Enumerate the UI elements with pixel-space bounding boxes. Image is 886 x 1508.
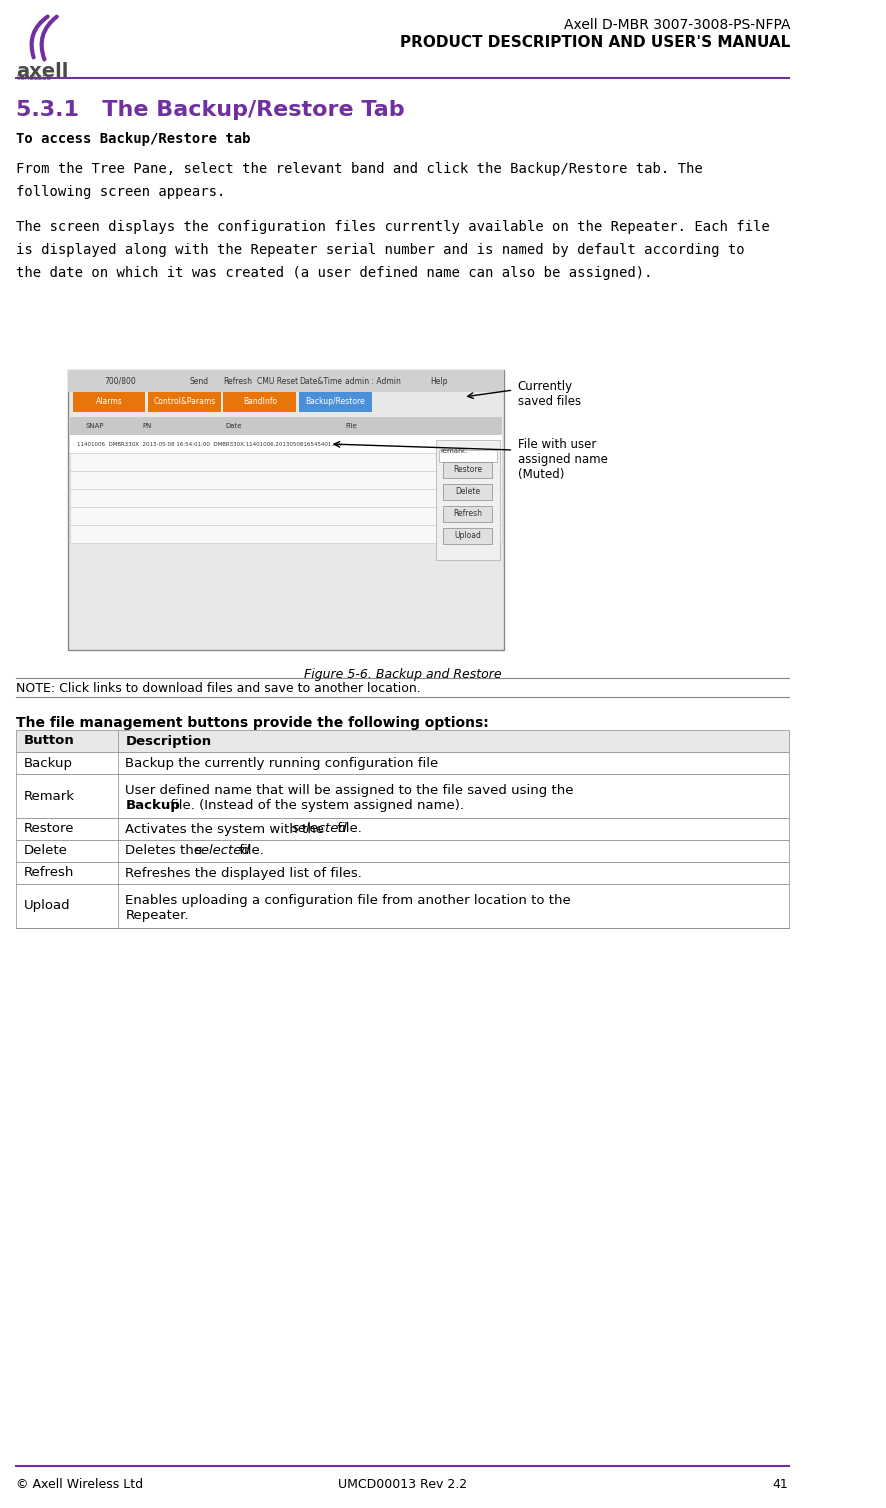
Bar — [70, 470, 502, 489]
Text: 41: 41 — [773, 1478, 789, 1491]
Text: BandInfo: BandInfo — [243, 398, 277, 407]
Bar — [16, 863, 789, 884]
Text: To access Backup/Restore tab: To access Backup/Restore tab — [16, 133, 251, 146]
Text: 11401006  DMBR330X  2013-05-08 16:54:01:00  DMBR330X.11401006.2013050816545401.c: 11401006 DMBR330X 2013-05-08 16:54:01:00… — [77, 442, 343, 446]
Text: WIRELESS: WIRELESS — [16, 75, 51, 81]
Text: Upload: Upload — [24, 899, 70, 912]
Text: Remark: Remark — [24, 790, 74, 802]
Bar — [443, 484, 493, 501]
Text: 5.3.1   The Backup/Restore Tab: 5.3.1 The Backup/Restore Tab — [16, 100, 405, 121]
Text: file. (Instead of the system assigned name).: file. (Instead of the system assigned na… — [167, 799, 464, 811]
Bar — [68, 369, 504, 392]
Text: Control&Params: Control&Params — [153, 398, 215, 407]
Text: Backup: Backup — [126, 799, 180, 811]
Bar — [73, 392, 145, 412]
Text: Axell D-MBR 3007-3008-PS-NFPA: Axell D-MBR 3007-3008-PS-NFPA — [563, 18, 790, 32]
Text: Backup: Backup — [24, 757, 73, 769]
Bar — [70, 452, 502, 470]
Text: PRODUCT DESCRIPTION AND USER'S MANUAL: PRODUCT DESCRIPTION AND USER'S MANUAL — [400, 35, 790, 50]
Bar — [299, 392, 371, 412]
Text: SNAP: SNAP — [85, 424, 104, 428]
Text: Alarms: Alarms — [96, 398, 122, 407]
Text: Repeater.: Repeater. — [126, 909, 189, 921]
Bar — [70, 418, 502, 434]
Text: From the Tree Pane, select the relevant band and click the Backup/Restore tab. T: From the Tree Pane, select the relevant … — [16, 161, 703, 199]
Text: Send: Send — [190, 377, 208, 386]
Text: Date: Date — [226, 424, 242, 428]
Text: PN: PN — [142, 424, 152, 428]
Bar — [16, 884, 789, 927]
Bar — [70, 507, 502, 525]
Bar — [68, 369, 504, 650]
Text: File: File — [346, 424, 357, 428]
Bar — [443, 528, 493, 544]
Text: Date&Time: Date&Time — [299, 377, 343, 386]
Text: axell: axell — [16, 62, 69, 81]
Text: The screen displays the configuration files currently available on the Repeater.: The screen displays the configuration fi… — [16, 220, 770, 279]
Bar — [16, 817, 789, 840]
Text: © Axell Wireless Ltd: © Axell Wireless Ltd — [16, 1478, 144, 1491]
Bar — [70, 434, 502, 452]
Bar — [439, 449, 497, 461]
Bar — [16, 752, 789, 774]
Text: Refresh: Refresh — [223, 377, 253, 386]
Text: Help: Help — [430, 377, 447, 386]
Text: Refreshes the displayed list of files.: Refreshes the displayed list of files. — [126, 867, 362, 879]
Text: Restore: Restore — [454, 466, 483, 475]
Text: Delete: Delete — [455, 487, 480, 496]
Bar — [16, 840, 789, 863]
Text: Backup the currently running configuration file: Backup the currently running configurati… — [126, 757, 439, 769]
Text: Upload: Upload — [455, 531, 481, 540]
Bar — [443, 507, 493, 522]
Text: Backup/Restore: Backup/Restore — [306, 398, 365, 407]
Text: Button: Button — [24, 734, 74, 748]
Text: CMU Reset: CMU Reset — [257, 377, 298, 386]
Text: Delete: Delete — [24, 844, 67, 858]
Text: selected: selected — [194, 844, 250, 858]
Text: remark:: remark: — [440, 448, 468, 454]
Text: The file management buttons provide the following options:: The file management buttons provide the … — [16, 716, 489, 730]
Text: Figure 5-6. Backup and Restore: Figure 5-6. Backup and Restore — [304, 668, 501, 682]
Bar — [70, 525, 502, 543]
Text: Currently
saved files: Currently saved files — [517, 380, 581, 409]
Text: file.: file. — [236, 844, 264, 858]
Text: Restore: Restore — [24, 822, 74, 835]
Bar — [70, 489, 502, 507]
Text: File with user
assigned name
(Muted): File with user assigned name (Muted) — [517, 437, 608, 481]
Text: Refresh: Refresh — [24, 867, 74, 879]
Text: Refresh: Refresh — [454, 510, 482, 519]
Text: NOTE: Click links to download files and save to another location.: NOTE: Click links to download files and … — [16, 682, 421, 695]
Bar — [436, 440, 500, 559]
Text: admin : Admin: admin : Admin — [346, 377, 401, 386]
Text: User defined name that will be assigned to the file saved using the: User defined name that will be assigned … — [126, 784, 574, 798]
Text: Enables uploading a configuration file from another location to the: Enables uploading a configuration file f… — [126, 894, 571, 906]
Text: 700/800: 700/800 — [105, 377, 136, 386]
Bar — [223, 392, 296, 412]
Text: UMCD00013 Rev 2.2: UMCD00013 Rev 2.2 — [338, 1478, 467, 1491]
Text: Description: Description — [126, 734, 212, 748]
Text: Deletes the: Deletes the — [126, 844, 206, 858]
Bar — [16, 730, 789, 752]
Bar — [148, 392, 221, 412]
Text: Activates the system with the: Activates the system with the — [126, 822, 329, 835]
Bar — [443, 461, 493, 478]
Text: file.: file. — [332, 822, 361, 835]
Bar — [16, 774, 789, 817]
Text: selected: selected — [291, 822, 347, 835]
